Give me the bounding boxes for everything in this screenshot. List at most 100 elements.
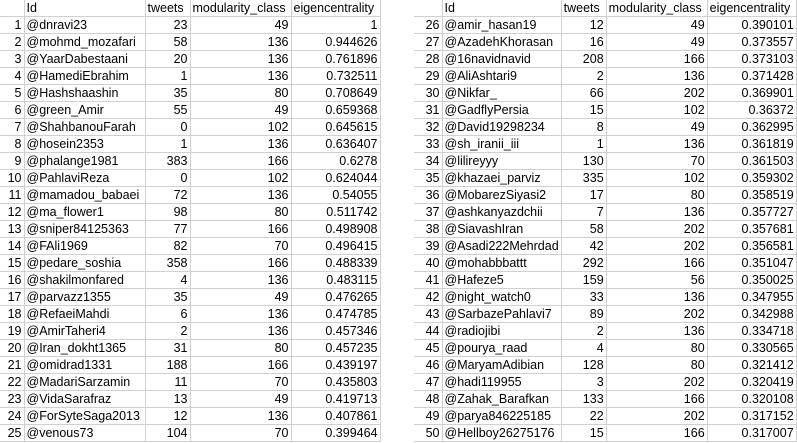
tweets-cell[interactable]: 6 [145,305,191,323]
tweets-cell[interactable]: 98 [145,203,191,221]
modularity-class-cell[interactable]: 49 [606,33,708,51]
row-number[interactable]: 2 [0,33,25,51]
row-number[interactable]: 50 [414,424,443,442]
modularity-class-cell[interactable]: 80 [190,203,292,221]
tweets-cell[interactable]: 13 [145,390,191,408]
tweets-cell[interactable]: 42 [561,237,607,255]
row-number[interactable]: 41 [414,271,443,289]
id-cell[interactable]: @MobarezSiyasi2 [442,186,562,204]
modularity-class-cell[interactable]: 202 [606,237,708,255]
row-number[interactable]: 39 [414,237,443,255]
tweets-cell[interactable]: 4 [561,339,607,357]
id-cell[interactable]: @16navidnavid [442,50,562,68]
modularity-class-cell[interactable]: 166 [190,220,292,238]
id-cell[interactable]: @mohabbbattt [442,254,562,272]
tweets-cell[interactable]: 188 [145,356,191,374]
modularity-class-cell[interactable]: 136 [606,67,708,85]
tweets-cell[interactable]: 335 [561,169,607,187]
eigencentrality-cell[interactable]: 0.369901 [707,84,797,102]
id-cell[interactable]: @SiavashIran [442,220,562,238]
tweets-cell[interactable]: 72 [145,186,191,204]
row-number[interactable]: 48 [414,390,443,408]
id-cell[interactable]: @mamadou_babaei [24,186,146,204]
eigencentrality-header[interactable]: eigencentrality [291,0,381,17]
id-header[interactable]: Id [24,0,146,17]
modularity-class-cell[interactable]: 136 [190,305,292,323]
row-number[interactable]: 26 [414,16,443,34]
modularity-class-cell[interactable]: 80 [190,339,292,357]
id-cell[interactable]: @amir_hasan19 [442,16,562,34]
modularity-class-cell[interactable]: 136 [606,288,708,306]
modularity-class-cell[interactable]: 136 [606,203,708,221]
id-cell[interactable]: @parya846225185 [442,407,562,425]
modularity-class-cell[interactable]: 49 [190,16,292,34]
id-cell[interactable]: @YaarDabestaani [24,50,146,68]
tweets-cell[interactable]: 58 [561,220,607,238]
tweets-cell[interactable]: 55 [145,101,191,119]
eigencentrality-cell[interactable]: 0.419713 [291,390,381,408]
row-number[interactable]: 34 [414,152,443,170]
id-cell[interactable]: @green_Amir [24,101,146,119]
eigencentrality-cell[interactable]: 0.317152 [707,407,797,425]
tweets-cell[interactable]: 89 [561,305,607,323]
eigencentrality-cell[interactable]: 0.399464 [291,424,381,442]
eigencentrality-cell[interactable]: 0.476265 [291,288,381,306]
row-number[interactable]: 37 [414,203,443,221]
eigencentrality-cell[interactable]: 1 [291,16,381,34]
modularity-class-cell[interactable]: 80 [606,186,708,204]
row-number-header[interactable] [414,0,443,17]
modularity-class-cell[interactable]: 136 [190,135,292,153]
modularity-class-cell[interactable]: 166 [606,50,708,68]
eigencentrality-cell[interactable]: 0.498908 [291,220,381,238]
eigencentrality-cell[interactable]: 0.350025 [707,271,797,289]
id-cell[interactable]: @VidaSarafraz [24,390,146,408]
eigencentrality-cell[interactable]: 0.362995 [707,118,797,136]
modularity-class-cell[interactable]: 166 [606,424,708,442]
row-number[interactable]: 18 [0,305,25,323]
eigencentrality-cell[interactable]: 0.732511 [291,67,381,85]
row-number[interactable]: 15 [0,254,25,272]
eigencentrality-cell[interactable]: 0.54055 [291,186,381,204]
id-cell[interactable]: @GadflyPersia [442,101,562,119]
row-number[interactable]: 43 [414,305,443,323]
row-number[interactable]: 45 [414,339,443,357]
tweets-cell[interactable]: 35 [145,84,191,102]
modularity-class-cell[interactable]: 70 [190,373,292,391]
tweets-cell[interactable]: 7 [561,203,607,221]
id-cell[interactable]: @HamediEbrahim [24,67,146,85]
modularity-class-cell[interactable]: 166 [190,254,292,272]
id-cell[interactable]: @AmirTaheri4 [24,322,146,340]
modularity-class-cell[interactable]: 80 [190,84,292,102]
id-cell[interactable]: @dnravi23 [24,16,146,34]
modularity-class-cell[interactable]: 49 [190,390,292,408]
row-number-header[interactable] [0,0,25,17]
eigencentrality-cell[interactable]: 0.390101 [707,16,797,34]
id-cell[interactable]: @AliAshtari9 [442,67,562,85]
tweets-cell[interactable]: 35 [145,288,191,306]
eigencentrality-cell[interactable]: 0.944626 [291,33,381,51]
modularity-class-cell[interactable]: 102 [606,169,708,187]
row-number[interactable]: 22 [0,373,25,391]
eigencentrality-cell[interactable]: 0.361503 [707,152,797,170]
modularity-class-cell[interactable]: 136 [190,407,292,425]
row-number[interactable]: 8 [0,135,25,153]
row-number[interactable]: 4 [0,67,25,85]
eigencentrality-cell[interactable]: 0.347955 [707,288,797,306]
modularity-class-cell[interactable]: 102 [190,169,292,187]
row-number[interactable]: 21 [0,356,25,374]
tweets-cell[interactable]: 2 [561,67,607,85]
eigencentrality-cell[interactable]: 0.334718 [707,322,797,340]
modularity-class-cell[interactable]: 166 [190,152,292,170]
modularity-class-cell[interactable]: 202 [606,305,708,323]
id-cell[interactable]: @omidrad1331 [24,356,146,374]
modularity-class-cell[interactable]: 49 [606,118,708,136]
id-cell[interactable]: @ShahbanouFarah [24,118,146,136]
tweets-cell[interactable]: 82 [145,237,191,255]
eigencentrality-cell[interactable]: 0.645615 [291,118,381,136]
tweets-cell[interactable]: 104 [145,424,191,442]
modularity-class-cell[interactable]: 166 [606,254,708,272]
tweets-cell[interactable]: 15 [561,101,607,119]
row-number[interactable]: 9 [0,152,25,170]
eigencentrality-cell[interactable]: 0.488339 [291,254,381,272]
eigencentrality-cell[interactable]: 0.373103 [707,50,797,68]
